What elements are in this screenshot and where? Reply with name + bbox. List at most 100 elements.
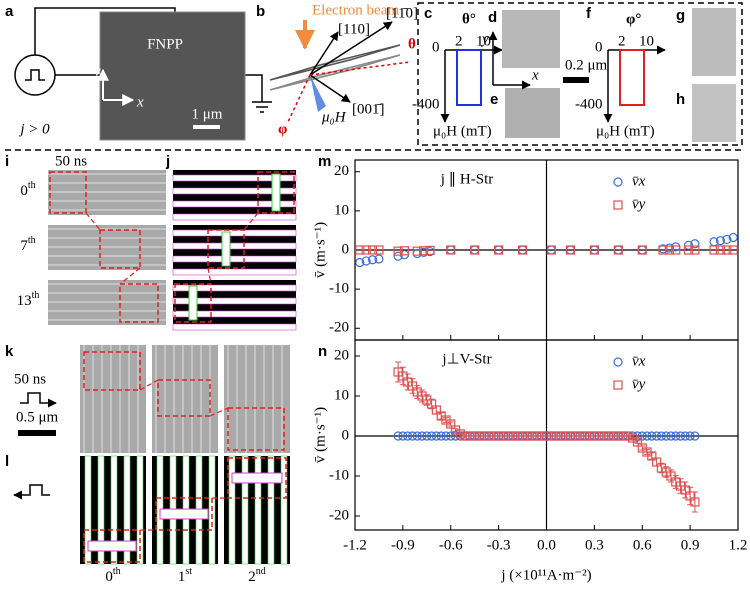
legend-marker — [613, 200, 623, 210]
beam-label: Electron beam — [312, 2, 399, 18]
image-stripe — [172, 213, 297, 221]
marker — [431, 405, 441, 415]
legend-label: v̄y — [632, 376, 646, 392]
highlight-box — [155, 497, 213, 531]
marker — [683, 245, 694, 255]
sample-label: FNPP — [147, 36, 183, 52]
angle-label: θ° — [462, 11, 476, 27]
frame-number: 13 — [17, 293, 32, 309]
scale-label: 0.2 μm — [565, 57, 608, 73]
marker — [690, 497, 700, 507]
marker — [425, 245, 435, 255]
x-tick-label: 0.9 — [681, 537, 700, 553]
image-stripe — [97, 455, 105, 565]
micrograph — [152, 345, 218, 453]
geometry-diagram — [269, 20, 411, 123]
marker — [685, 431, 695, 441]
marker — [393, 246, 403, 256]
y-tick-label: 0 — [342, 241, 350, 257]
angle-label: θ — [408, 36, 416, 52]
marker — [374, 254, 384, 264]
marker — [637, 431, 647, 441]
lorentz-image — [505, 88, 560, 138]
domain — [221, 231, 231, 267]
highlight-link — [139, 379, 159, 391]
panel-label: g — [676, 7, 685, 24]
marker — [728, 245, 738, 255]
marker — [728, 232, 738, 243]
marker — [422, 431, 432, 441]
x-tick-label: 0.3 — [585, 537, 604, 553]
marker — [417, 431, 427, 441]
error-bar — [438, 412, 445, 420]
marker — [664, 245, 674, 255]
marker — [647, 431, 657, 441]
frame-label: 0th — [105, 566, 120, 585]
loop-axis-label: μ₀H (mT) — [433, 123, 492, 139]
x-tick-label: -0.6 — [439, 537, 463, 553]
marker — [393, 251, 403, 261]
x-tick-label: 0.6 — [633, 537, 652, 553]
x-tick-label: -1.2 — [343, 537, 367, 553]
highlight-box — [83, 529, 141, 563]
marker — [647, 451, 657, 461]
axis-label: x — [531, 67, 539, 83]
marker — [399, 246, 410, 256]
marker — [675, 431, 686, 441]
domain — [87, 540, 137, 552]
micrograph — [224, 455, 290, 565]
marker — [715, 236, 726, 246]
image-stripe — [172, 310, 297, 318]
axis-label: x — [136, 94, 144, 110]
micrograph — [172, 225, 297, 276]
marker — [709, 245, 719, 255]
x-axis-label: j (×10¹¹A·m⁻²) — [500, 567, 591, 583]
marker — [441, 431, 451, 441]
micrograph — [80, 345, 146, 453]
error-bar — [395, 361, 402, 383]
pulse — [13, 484, 50, 500]
circuit — [14, 7, 272, 113]
marker — [656, 431, 667, 441]
angle-label: φ° — [626, 11, 641, 27]
lorentz-image — [692, 84, 736, 142]
domain — [231, 472, 283, 484]
y-tick-label: -20 — [329, 320, 349, 336]
y-tick-label: 10 — [334, 387, 349, 403]
loop-tick: 2 — [618, 33, 626, 49]
plot: -20 -10 0 10 20 -1.2 -0.9 -0.6 -0.3 0.0 0.3 0.6 0.9 1… — [312, 339, 747, 583]
y-tick-label: 20 — [334, 347, 349, 363]
panel-label: n — [318, 343, 327, 360]
panel-label: m — [318, 153, 331, 170]
marker — [367, 245, 378, 255]
marker — [407, 431, 418, 441]
error-bar — [457, 432, 464, 436]
error-bar — [682, 481, 689, 499]
frame-label: 0th — [20, 180, 35, 199]
panel-label: l — [5, 453, 9, 470]
panel-label: a — [5, 3, 14, 20]
frame-label: 7th — [20, 235, 35, 254]
highlight-box — [157, 379, 211, 417]
micrograph — [224, 345, 290, 453]
marker — [652, 457, 662, 467]
image-stripe — [228, 455, 236, 565]
loop-axis-label: μ₀H (mT) — [596, 123, 655, 139]
loop-tick: 2 — [455, 33, 463, 49]
marker — [412, 431, 422, 441]
loop-tick: -400 — [412, 96, 440, 112]
error-bar — [629, 436, 636, 440]
frame-number: 0 — [20, 183, 28, 199]
image-stripe — [172, 255, 297, 263]
frame-label: 13th — [17, 290, 40, 309]
image-layer — [48, 170, 297, 565]
micrograph — [48, 170, 166, 215]
marker — [546, 245, 556, 255]
highlight-link — [119, 267, 141, 285]
legend-label: v̄x — [632, 353, 646, 369]
marker — [623, 431, 633, 441]
panel-label: c — [424, 5, 432, 22]
error-bar — [648, 452, 655, 460]
highlight-box — [227, 457, 287, 499]
marker — [494, 245, 504, 255]
